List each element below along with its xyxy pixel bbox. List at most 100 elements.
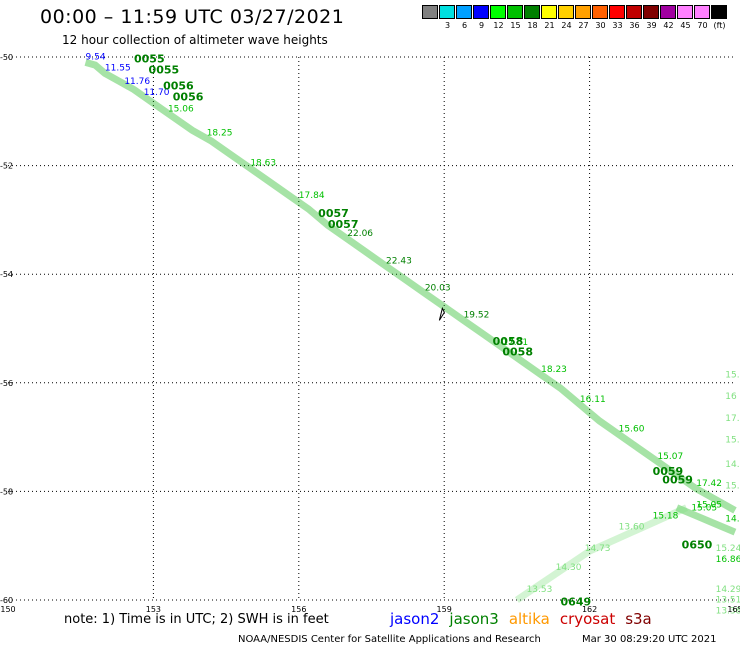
colorbar-swatch xyxy=(473,5,489,19)
pass-id-label: 0057 xyxy=(328,218,359,231)
colorbar-swatch xyxy=(643,5,659,19)
colorbar-swatch xyxy=(524,5,540,19)
colorbar-swatch xyxy=(456,5,472,19)
pass-id-label: 0055 xyxy=(134,52,165,65)
pass-id-label: 0056 xyxy=(173,90,204,103)
swh-label: 15.05 xyxy=(691,503,717,513)
lat-tick-label: -60 xyxy=(0,596,13,605)
swh-label: 22.43 xyxy=(386,256,412,266)
colorbar-swatch xyxy=(439,5,455,19)
swh-label: 13.38 xyxy=(716,607,740,617)
colorbar-swatch xyxy=(694,5,710,19)
map-subtitle: 12 hour collection of altimeter wave hei… xyxy=(62,33,328,47)
swh-label: 22.06 xyxy=(347,229,373,239)
legend-jason3: jason3 xyxy=(449,610,499,628)
colorbar-label: 36 xyxy=(629,21,640,30)
track-main xyxy=(84,59,737,514)
swh-label: 17.84 xyxy=(299,191,325,201)
swh-label: 15.06 xyxy=(168,104,194,114)
lon-tick-label: 150 xyxy=(0,605,15,614)
pass-id-label: 0059 xyxy=(653,465,684,478)
lon-tick-label: 165 xyxy=(727,605,740,614)
colorbar-swatch xyxy=(626,5,642,19)
legend-altika: altika xyxy=(508,610,550,628)
lat-tick-label: -52 xyxy=(0,162,13,171)
lon-tick-label: 159 xyxy=(437,605,452,614)
lat-tick-label: -58 xyxy=(0,487,13,496)
lon-tick-label: 156 xyxy=(291,605,306,614)
pass-id-label: 0059 xyxy=(662,473,693,486)
colorbar-swatch xyxy=(490,5,506,19)
colorbar-label: 24 xyxy=(561,21,572,30)
swh-label: 15.24 xyxy=(725,482,740,492)
colorbar-label: 70 xyxy=(697,21,708,30)
swh-label: 18.25 xyxy=(207,129,233,139)
lat-lon-grid xyxy=(8,56,735,601)
lat-tick-label: -50 xyxy=(0,53,13,62)
colorbar-swatch xyxy=(592,5,608,19)
swh-label: 14.59 xyxy=(725,514,740,524)
swh-label: 17. xyxy=(725,414,739,424)
legend-jason2: jason2 xyxy=(390,610,440,628)
swh-label: 18.23 xyxy=(541,365,567,375)
pass-id-label: 0057 xyxy=(318,207,349,220)
colorbar-label: 15 xyxy=(510,21,521,30)
pass-id-label: 0649 xyxy=(561,595,592,608)
colorbar-label: 9 xyxy=(478,21,485,30)
swh-label: 14.9 xyxy=(725,460,740,470)
colorbar-label: 3 xyxy=(444,21,451,30)
lon-tick-label: 153 xyxy=(146,605,161,614)
pass-id-label: 0056 xyxy=(163,80,194,93)
pass-id-label: 0058 xyxy=(502,346,533,359)
generated-timestamp: Mar 30 08:29:20 UTC 2021 xyxy=(582,634,717,645)
colorbar-label: 33 xyxy=(612,21,623,30)
legend-cryosat: cryosat xyxy=(559,610,616,628)
track-lower xyxy=(675,504,737,536)
colorbar-label: 12 xyxy=(493,21,504,30)
colorbar-swatch xyxy=(575,5,591,19)
swh-label: 18.63 xyxy=(250,159,276,169)
colorbar-swatch xyxy=(660,5,676,19)
colorbar-labels: 3 6 9 12 15 18 21 24 27 30 33 36 39 42 45 70 (ft) xyxy=(422,21,728,30)
colorbar-label: 27 xyxy=(578,21,589,30)
lat-tick-label: -56 xyxy=(0,379,13,388)
swh-label: 14.73 xyxy=(585,544,611,554)
pass-id-label: 0650 xyxy=(682,538,713,551)
colorbar-swatch xyxy=(677,5,693,19)
colorbar-label: 18 xyxy=(527,21,538,30)
position-marker-icon xyxy=(438,306,445,321)
axis-ticks: 150 153 156 159 162 165 -50 -52 -54 -56 -58 -60 xyxy=(0,53,740,614)
swh-label: 13.60 xyxy=(619,522,645,532)
colorbar-label: (ft) xyxy=(713,21,726,30)
swh-label: 13.53 xyxy=(527,585,553,595)
legend-s3a: s3a xyxy=(625,610,652,628)
swh-label: 15.7 xyxy=(725,436,740,446)
colorbar-swatch xyxy=(609,5,625,19)
swh-label: 15.24 xyxy=(716,544,740,554)
satellite-legend: jason2 jason3 altika cryosat s3a xyxy=(390,610,662,628)
colorbar-label: 42 xyxy=(663,21,674,30)
swh-label: 15. xyxy=(725,370,739,380)
swh-label: 11.55 xyxy=(105,64,131,74)
pass-id-label: 0058 xyxy=(493,335,524,348)
swh-label: 9.54 xyxy=(86,53,106,63)
swh-label: 19.52 xyxy=(464,311,490,321)
credit-text: NOAA/NESDIS Center for Satellite Applica… xyxy=(238,634,541,645)
colorbar-label: 6 xyxy=(461,21,468,30)
colorbar-swatch xyxy=(422,5,438,19)
swh-label: 11.70 xyxy=(144,88,170,98)
swh-label: 14.30 xyxy=(556,563,582,573)
swh-label: 11.76 xyxy=(124,77,150,87)
colorbar-label: 39 xyxy=(646,21,657,30)
colorbar-swatch xyxy=(711,5,727,19)
footer-note: note: 1) Time is in UTC; 2) SWH is in fe… xyxy=(64,612,329,627)
map-title: 00:00 – 11:59 UTC 03/27/2021 xyxy=(40,6,345,28)
colorbar-swatch xyxy=(541,5,557,19)
swh-label: 16.11 xyxy=(580,395,606,405)
swh-label: 17.42 xyxy=(696,479,722,489)
lat-tick-label: -54 xyxy=(0,270,13,279)
colorbar-label: 30 xyxy=(595,21,606,30)
swh-label: 17.51 xyxy=(502,338,528,348)
